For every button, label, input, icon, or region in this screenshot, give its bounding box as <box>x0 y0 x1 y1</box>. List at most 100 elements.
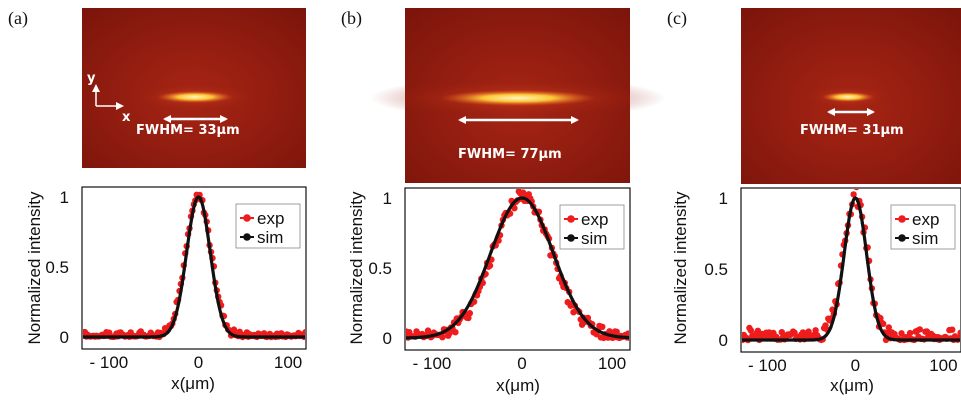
sim-point <box>940 338 944 342</box>
y-axis-label: Normalized intensity <box>671 191 690 345</box>
sim-point <box>786 338 791 342</box>
x-tick-label: 0 <box>194 353 203 372</box>
sim-point <box>123 335 127 339</box>
sim-point <box>587 321 591 325</box>
x-tick-label: - 100 <box>748 356 787 375</box>
exp-point <box>957 329 960 336</box>
sim-point <box>527 200 531 204</box>
exp-point <box>916 326 923 333</box>
exp-point <box>906 329 914 337</box>
sim-point <box>101 335 106 339</box>
sim-point <box>112 335 116 339</box>
exp-point <box>613 328 620 335</box>
sim-point <box>802 338 807 342</box>
sim-point <box>549 244 553 248</box>
sim-point <box>887 336 891 340</box>
sim-point <box>462 310 466 314</box>
legend-sim-marker <box>898 234 906 242</box>
x-tick-label: 100 <box>598 354 626 373</box>
sim-point <box>506 210 510 214</box>
beam-image: FWHM= 77μm <box>369 8 667 183</box>
x-tick-label: - 100 <box>413 354 452 373</box>
sim-point <box>538 217 542 221</box>
series-sim <box>406 196 629 340</box>
y-tick-label: 0 <box>383 329 392 348</box>
y-tick-label: 0.5 <box>45 258 69 277</box>
exp-point <box>885 324 892 331</box>
y-tick-label: 1 <box>383 189 392 208</box>
sim-point <box>850 203 854 207</box>
sim-point <box>876 320 880 324</box>
exp-point <box>854 189 859 191</box>
legend-exp-label: exp <box>257 209 284 228</box>
sim-point <box>214 291 218 295</box>
series-sim <box>742 196 960 342</box>
sim-point <box>457 317 461 321</box>
sim-point <box>619 335 623 339</box>
exp-point <box>812 327 819 334</box>
sim-point <box>446 327 450 331</box>
sim-point <box>955 338 960 342</box>
sim-point <box>408 336 412 340</box>
sim-point <box>908 338 912 342</box>
sim-point <box>468 301 472 305</box>
panel-b: (b) FWHM= 77μm 0 0.5 1 - 100 0 100 x(μm) Normaliz… <box>341 8 667 395</box>
x-tick-label: 0 <box>517 354 526 373</box>
x-tick-label: 100 <box>274 353 302 372</box>
exp-point <box>465 314 472 322</box>
sim-point <box>924 338 928 342</box>
exp-point <box>898 330 905 337</box>
sim-point <box>204 219 208 223</box>
sim-point <box>565 286 569 290</box>
exp-point <box>850 191 857 198</box>
exp-point <box>446 330 453 337</box>
x-axis-label: x(μm) <box>171 374 215 393</box>
sim-point <box>182 268 186 272</box>
sim-point <box>128 335 132 339</box>
sim-point <box>882 332 886 336</box>
sim-point <box>823 334 828 338</box>
sim-point <box>834 306 838 310</box>
sim-point <box>750 338 754 342</box>
sim-point <box>818 337 822 341</box>
sim-point <box>771 338 775 342</box>
sim-point <box>516 197 521 201</box>
sim-point <box>522 196 526 200</box>
legend-exp-label: exp <box>912 210 939 229</box>
sim-point <box>776 338 780 342</box>
sim-point <box>225 328 229 332</box>
legend-sim-label: sim <box>257 228 283 247</box>
sim-point <box>177 300 181 304</box>
x-tick-label: 0 <box>851 356 860 375</box>
sim-point <box>554 259 558 263</box>
exp-point <box>747 327 755 334</box>
sim-point <box>603 332 607 336</box>
x-tick-label: 100 <box>929 356 957 375</box>
sim-point <box>91 335 95 339</box>
exp-point <box>880 320 887 327</box>
sim-point <box>441 330 445 334</box>
sim-point <box>406 336 407 340</box>
sim-point <box>945 338 949 342</box>
exp-point <box>511 205 518 212</box>
sim-point <box>236 334 240 339</box>
sim-point <box>500 221 504 225</box>
sim-point <box>257 335 261 339</box>
sim-point <box>187 230 192 234</box>
profile-plot: 0 0.5 1 - 100 0 100 x(μm) Normalized intensity e… <box>25 186 307 393</box>
sim-point <box>139 335 143 339</box>
sim-point <box>581 315 585 319</box>
legend-sim-label: sim <box>581 229 607 248</box>
sim-point <box>813 338 817 342</box>
sim-point <box>829 325 833 329</box>
sim-point <box>897 338 902 342</box>
sim-point <box>155 335 159 339</box>
sim-point <box>892 338 896 342</box>
exp-point <box>230 326 238 333</box>
panel-label: (a) <box>8 8 28 29</box>
sim-point <box>845 234 849 238</box>
coordinate-axes: yx <box>87 71 131 125</box>
